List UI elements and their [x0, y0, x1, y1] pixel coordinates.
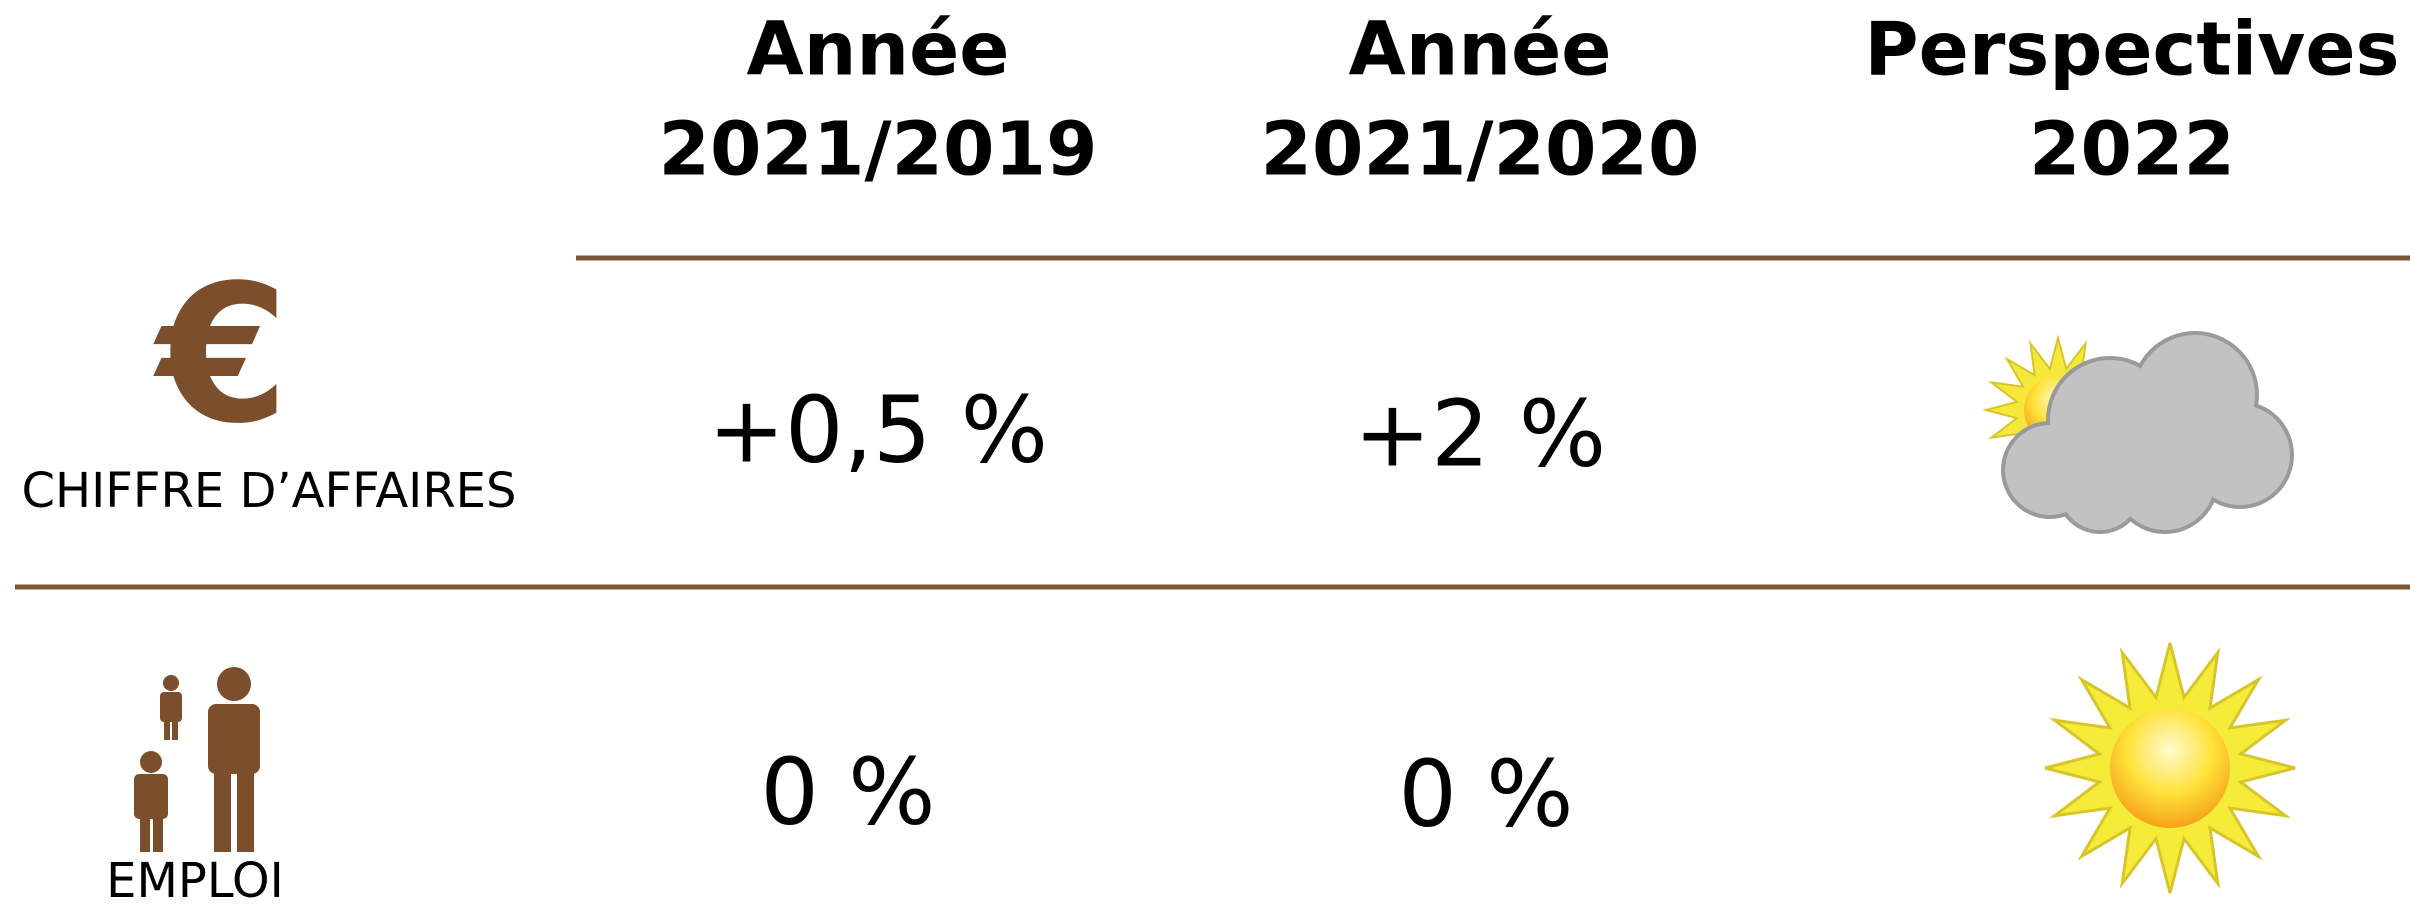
header-line: 2021/2020: [1261, 107, 1700, 193]
header-line: Perspectives: [1864, 7, 2399, 93]
row-label: EMPLOI: [106, 853, 284, 905]
cell: 0 %: [1398, 740, 1573, 847]
row-label: CHIFFRE D’AFFAIRES: [22, 463, 517, 519]
cell: 0 %: [760, 738, 935, 845]
sun-icon: [2044, 642, 2296, 894]
sun-core: [2110, 708, 2230, 828]
euro-icon: €: [153, 244, 289, 465]
people-icon: [134, 667, 260, 852]
cloudy-icon: [1982, 331, 2294, 534]
header-line: Année: [1348, 7, 1611, 93]
header-line: 2022: [2029, 107, 2235, 193]
cell: +2 %: [1354, 380, 1606, 487]
header-line: Année: [746, 7, 1009, 93]
cell: +0,5 %: [708, 376, 1048, 483]
header-line: 2021/2019: [659, 107, 1098, 193]
